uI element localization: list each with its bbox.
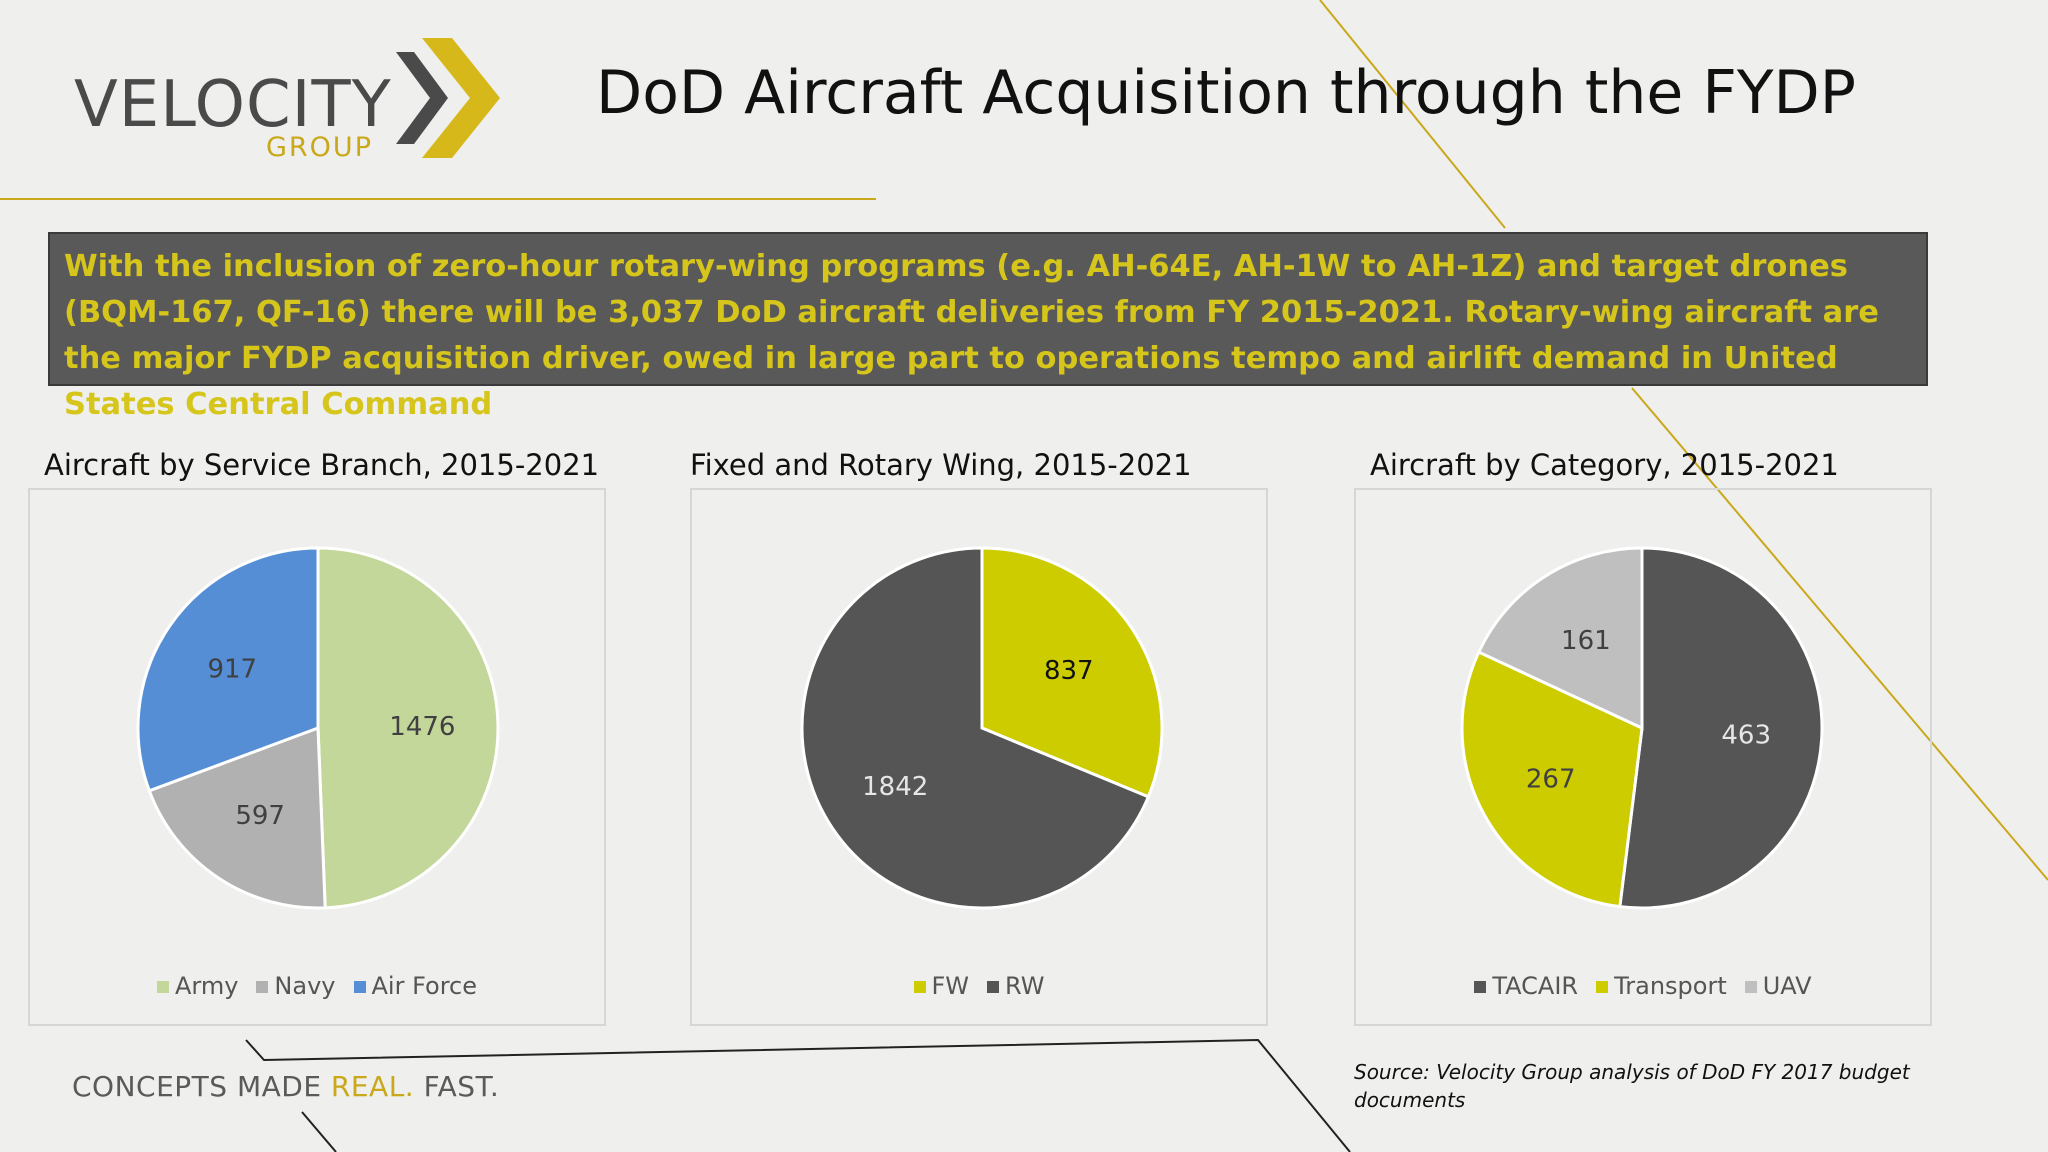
decor-frame-bottom [245,1038,1351,1152]
pie-slice-tacair [1618,546,1824,910]
legend-label: Air Force [371,972,478,1000]
legend-item-fw: FW [913,972,970,1000]
pie-chart-service-branch: 1476 597 917 [136,546,500,910]
legend-category: TACAIR Transport UAV [1356,972,1930,1000]
logo-wordmark: VELOCITY [74,68,392,142]
chart-title-fixed-rotary: Fixed and Rotary Wing, 2015-2021 [690,448,1192,482]
pie-slice-transport [1460,650,1644,909]
pie-chart-fixed-rotary: 837 1842 [800,546,1164,910]
chart-title-service-branch: Aircraft by Service Branch, 2015-2021 [44,448,600,482]
decor-diagonal-right [1631,387,2048,881]
legend-item-rw: RW [987,972,1044,1000]
data-label-rw: 1842 [862,772,928,802]
tagline-prefix: CONCEPTS MADE [72,1070,331,1103]
legend-swatch [1596,981,1609,993]
legend-swatch [256,981,269,993]
pie-slice-rw [800,546,1151,910]
chevron-logo-icon [396,38,500,158]
legend-label: UAV [1762,972,1812,1000]
tagline-suffix: FAST. [414,1070,500,1103]
legend-label: Navy [274,972,336,1000]
pie-slice-air-force [136,546,320,793]
legend-label: RW [1005,972,1045,1000]
legend-item-air-force: Air Force [353,972,478,1000]
summary-banner: With the inclusion of zero-hour rotary-w… [48,232,1928,422]
data-label-navy: 597 [235,801,285,831]
pie-slice-fw [980,546,1164,799]
page-title: DoD Aircraft Acquisition through the FYD… [596,58,1856,128]
pie-slice-army [316,546,500,910]
legend-swatch [913,981,926,993]
legend-swatch [1474,981,1487,993]
decor-frame-left [301,1111,337,1152]
legend-service-branch: Army Navy Air Force [30,972,604,1000]
data-label-air-force: 917 [207,654,257,684]
chart-title-category: Aircraft by Category, 2015-2021 [1370,448,1839,482]
legend-label: FW [931,972,970,1000]
data-label-tacair: 463 [1721,720,1771,750]
legend-fixed-rotary: FW RW [692,972,1266,1000]
legend-label: TACAIR [1492,972,1579,1000]
legend-item-army: Army [156,972,239,1000]
legend-swatch [987,981,1000,993]
tagline: CONCEPTS MADE REAL. FAST. [72,1070,499,1103]
data-label-fw: 837 [1044,656,1094,686]
legend-item-tacair: TACAIR [1474,972,1578,1000]
chart-panel-category: 463 267 161 TACAIR Transport UAV [1354,488,1932,1026]
chart-panel-fixed-rotary: 837 1842 FW RW [690,488,1268,1026]
velocity-group-logo: VELOCITY GROUP [70,36,500,166]
pie-chart-category: 463 267 161 [1460,546,1824,910]
legend-swatch [1744,981,1757,993]
legend-label: Army [174,972,239,1000]
logo-subtitle: GROUP [266,132,373,163]
decor-diagonal-top [1319,0,1506,229]
legend-item-uav: UAV [1744,972,1812,1000]
legend-item-transport: Transport [1596,972,1727,1000]
data-label-uav: 161 [1561,626,1611,656]
data-label-army: 1476 [389,712,455,742]
legend-label: Transport [1614,972,1727,1000]
data-label-transport: 267 [1526,765,1576,795]
source-note: Source: Velocity Group analysis of DoD F… [1354,1060,1910,1112]
legend-swatch [156,981,169,993]
legend-item-navy: Navy [256,972,336,1000]
legend-swatch [353,981,366,993]
pie-slice-navy [147,725,327,910]
chart-panel-service-branch: 1476 597 917 Army Navy Air Force [28,488,606,1026]
pie-slice-uav [1476,546,1644,731]
tagline-highlight: REAL. [330,1070,415,1103]
